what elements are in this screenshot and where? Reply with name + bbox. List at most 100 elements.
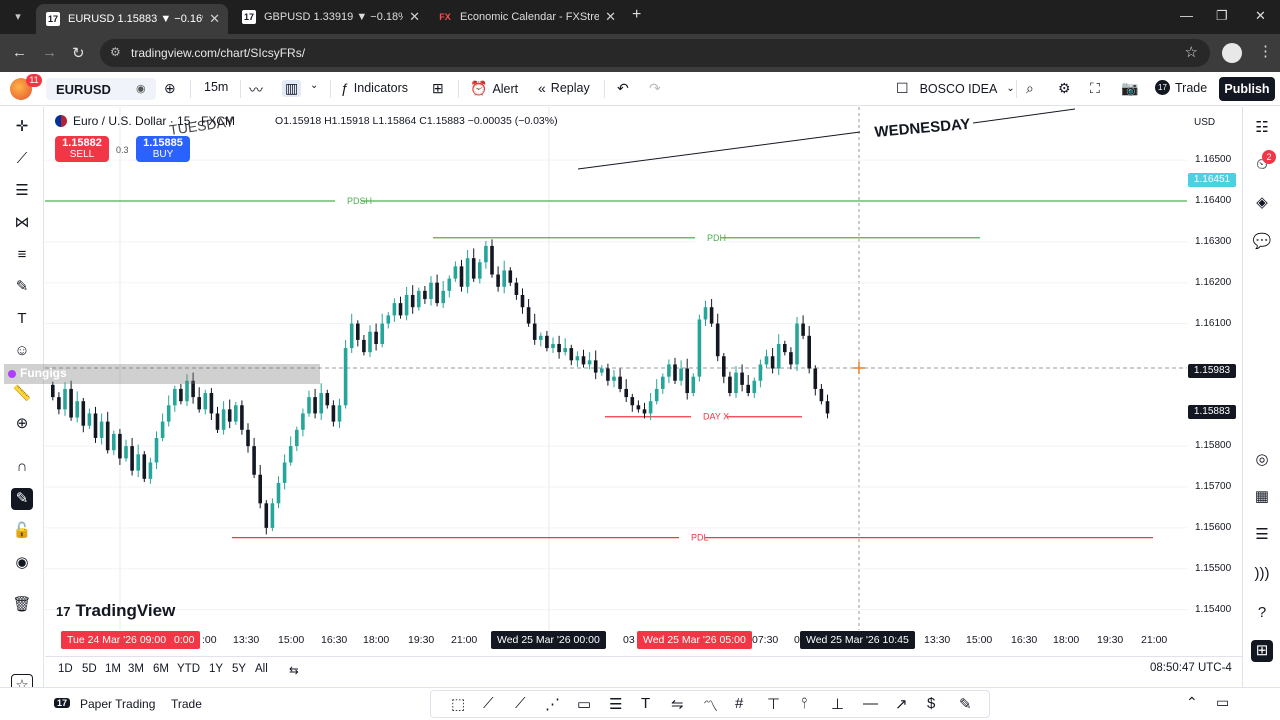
ray-tool-icon[interactable]: ⟋ (515, 695, 526, 712)
fib-levels-icon[interactable]: ☰ (609, 696, 623, 713)
range-1m[interactable]: 1M (105, 663, 121, 675)
watchlist-icon[interactable]: ☷ (1255, 119, 1269, 136)
range-5d[interactable]: 5D (82, 663, 97, 675)
sell-button[interactable]: 1.15882 SELL (55, 136, 109, 162)
buy-button[interactable]: 1.15885 BUY (136, 136, 190, 162)
note-tool-icon[interactable]: ⊤ (767, 696, 781, 713)
price-range-icon[interactable]: $ (927, 695, 936, 712)
ruler-icon[interactable]: 📏 (12, 385, 32, 402)
calendar-icon[interactable]: ▦ (1254, 488, 1270, 505)
range-all[interactable]: All (255, 663, 268, 675)
patterns-icon[interactable]: ⋈ (14, 214, 30, 231)
currency-label[interactable]: USD (1194, 117, 1216, 128)
settings-gear-icon[interactable]: ⚙ (1058, 80, 1071, 96)
maximize-panel-icon[interactable]: ▭ (1216, 694, 1230, 710)
help-icon[interactable]: ? (1257, 604, 1267, 621)
ideas-icon[interactable]: ◎ (1255, 451, 1269, 468)
object-tree-icon[interactable]: ◈ (1256, 194, 1268, 211)
streams-icon[interactable]: ))) (1254, 565, 1270, 582)
zoom-in-icon[interactable]: ⊕ (15, 415, 29, 432)
grid-tool-icon[interactable]: # (735, 695, 744, 712)
brush-tool-icon[interactable]: ✎ (959, 696, 972, 713)
url-input[interactable]: ⚙ tradingview.com/chart/SIcsyFRs/ ☆ (100, 39, 1210, 67)
trend-line-icon[interactable]: ⟋ (16, 150, 28, 167)
paper-trading-tab[interactable]: Paper Trading (80, 697, 156, 711)
profile-avatar[interactable] (1222, 43, 1242, 63)
chart-type-dropdown-icon[interactable]: ⌄ (310, 80, 319, 91)
callout-tool-icon[interactable]: ▭ (577, 696, 592, 713)
redo-icon[interactable]: ↷ (649, 80, 661, 96)
compare-symbol-icon[interactable]: ⊕ (164, 80, 176, 96)
quick-search-icon[interactable]: ⌕ (1026, 80, 1034, 96)
vertical-line-icon[interactable]: ⫯ (801, 695, 808, 712)
fullscreen-icon[interactable]: ⛶ (1090, 80, 1100, 96)
path-tool-icon[interactable]: 〽 (703, 698, 719, 715)
close-tab-icon[interactable]: ✕ (605, 9, 616, 24)
tab-search-icon[interactable]: ▾ (15, 11, 21, 23)
time-axis[interactable]: :00 13:30 15:00 16:30 18:00 19:30 21:00 03 07:30… (45, 630, 1187, 650)
horizontal-lines-icon[interactable]: ☰ (15, 182, 29, 199)
eye-visibility-icon[interactable]: ◉ (15, 554, 29, 571)
templates-icon[interactable]: ⊞ (432, 80, 444, 96)
horizontal-line-icon[interactable]: — (863, 695, 878, 712)
crosshair-icon[interactable]: ✛ (15, 118, 29, 135)
lock-icon[interactable]: 🔓 (12, 522, 32, 539)
layout-button[interactable]: ☐ BOSCO IDEA ⌄ (896, 80, 1015, 97)
magnet-icon[interactable]: ∩ (16, 458, 28, 475)
close-tab-icon[interactable]: ✕ (409, 9, 420, 24)
close-tab-icon[interactable]: ✕ (209, 11, 220, 26)
site-info-icon[interactable]: ⚙ (110, 45, 121, 59)
publish-button[interactable]: Publish (1219, 77, 1275, 101)
fib-tool-icon[interactable]: ≡ (17, 246, 27, 263)
replay-button[interactable]: « Replay (538, 80, 590, 96)
chats-icon[interactable]: 💬 (1252, 233, 1272, 250)
emoji-icon[interactable]: ☺ (14, 342, 30, 359)
trash-icon[interactable]: 🗑 (12, 596, 32, 613)
position-tool-icon[interactable]: ⇋ (671, 696, 684, 713)
close-window-icon[interactable]: ✕ (1255, 8, 1266, 23)
news-icon[interactable]: ☰ (1255, 526, 1269, 543)
date-range-icon[interactable]: ⊥ (831, 696, 845, 713)
minimize-icon[interactable]: — (1180, 8, 1193, 23)
browser-tab-gbpusd[interactable]: 17 GBPUSD 1.33919 ▼ −0.18% BOSCO ✕ (232, 4, 428, 30)
goto-date-calendar-icon[interactable]: ⇆ (289, 665, 299, 677)
browser-tab-calendar[interactable]: FX Economic Calendar - FXStreet ✕ (428, 4, 624, 30)
line-chart-type-icon[interactable]: 〰 (249, 82, 263, 98)
collapse-panel-icon[interactable]: ⌃ (1186, 694, 1198, 710)
range-6m[interactable]: 6M (153, 663, 169, 675)
snapshot-camera-icon[interactable]: 📷 (1121, 80, 1139, 96)
range-5y[interactable]: 5Y (232, 663, 247, 675)
new-tab-icon[interactable]: + (632, 6, 642, 23)
trade-tab[interactable]: Trade (171, 697, 202, 711)
text-tool-icon[interactable]: T (17, 310, 27, 327)
text-box-icon[interactable]: T (641, 695, 651, 712)
stay-in-drawing-mode-icon[interactable]: ✎ (11, 488, 33, 510)
undo-icon[interactable]: ↶ (617, 80, 629, 96)
trade-button[interactable]: 17 Trade (1155, 80, 1207, 95)
line-tool-icon[interactable]: ⟋ (483, 695, 494, 712)
rectangle-tool-icon[interactable]: ⬚ (451, 696, 466, 713)
range-1d[interactable]: 1D (58, 663, 73, 675)
bookmark-star-icon[interactable]: ☆ (1184, 44, 1198, 61)
candles-chart-type-icon[interactable]: ▥ (282, 80, 302, 97)
alerts-clock-icon[interactable]: ⏲ (1256, 156, 1268, 173)
browser-tab-eurusd[interactable]: 17 EURUSD 1.15883 ▼ −0.16% BOSCO ✕ (36, 4, 228, 34)
symbol-options-icon[interactable]: ◉ (136, 83, 146, 95)
browser-menu-icon[interactable]: ⋮ (1258, 43, 1273, 60)
forward-icon[interactable]: → (42, 44, 57, 61)
utc-clock[interactable]: 08:50:47 UTC-4 (1150, 662, 1232, 674)
maximize-icon[interactable]: ❐ (1216, 8, 1228, 23)
range-3m[interactable]: 3M (128, 663, 144, 675)
range-1y[interactable]: 1Y (209, 663, 224, 675)
range-ytd[interactable]: YTD (177, 663, 200, 675)
channel-tool-icon[interactable]: ⋰ (545, 696, 560, 713)
back-icon[interactable]: ← (12, 44, 27, 61)
symbol-search-button[interactable]: EURUSD (46, 78, 156, 100)
alert-button[interactable]: ⏰ Alert (470, 80, 518, 97)
reload-icon[interactable]: ↻ (72, 45, 85, 62)
arrow-tool-icon[interactable]: ↗ (895, 696, 908, 713)
indicators-button[interactable]: ƒ Indicators (341, 80, 408, 96)
brush-icon[interactable]: ✎ (15, 278, 29, 295)
interval-button[interactable]: 15m (204, 80, 229, 94)
